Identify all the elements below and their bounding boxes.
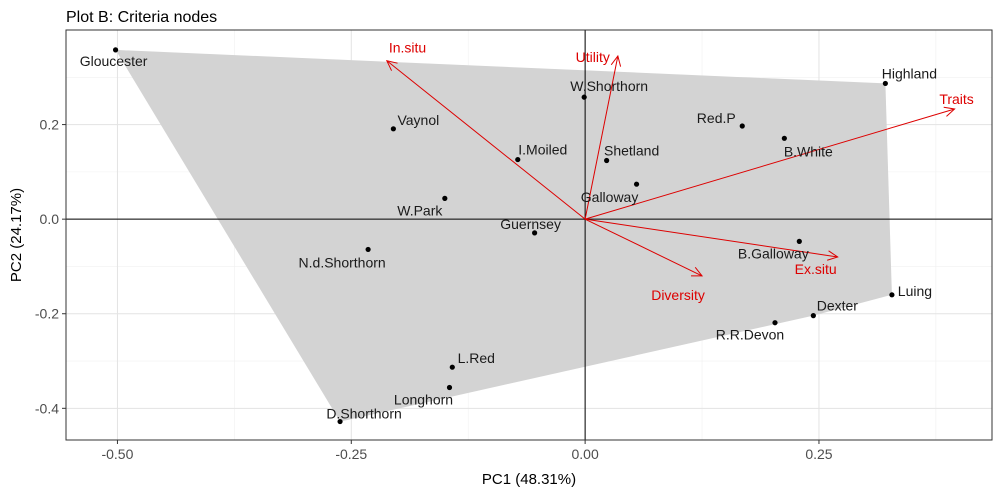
point-labels: Gloucester Vaynol I.Moiled W.Shorthorn Red.P… — [80, 53, 937, 422]
x-tick-label: -0.50 — [101, 446, 133, 462]
point-label: Shetland — [604, 143, 659, 159]
point-label: Luing — [898, 283, 932, 299]
point-red-p — [739, 123, 745, 129]
point-shetland — [604, 157, 610, 164]
y-tick-label: -0.4 — [35, 400, 59, 416]
point-label: Gloucester — [80, 53, 148, 69]
point-n-d-shorthorn — [365, 246, 371, 253]
point-b-galloway — [796, 238, 802, 244]
arrow-in-situ — [386, 60, 586, 220]
x-tick-label: 0.25 — [805, 446, 832, 462]
point-d-shorthorn — [337, 418, 343, 425]
x-tick-label: -0.25 — [335, 446, 367, 462]
arrow-head — [943, 106, 956, 117]
data-points — [112, 47, 895, 425]
arrow-utility — [584, 55, 619, 220]
point-label: Guernsey — [500, 216, 561, 232]
y-tick-label: 0.0 — [40, 211, 60, 227]
point-label: B.White — [784, 143, 833, 159]
convex-hull — [115, 49, 892, 422]
point-gloucester — [112, 47, 119, 53]
point-vaynol — [390, 126, 396, 132]
point-r-r-devon — [772, 320, 778, 326]
point-highland — [882, 80, 888, 87]
point-label: W.Park — [397, 202, 443, 218]
point-label: Galloway — [581, 189, 639, 205]
point-l-red — [449, 364, 455, 370]
y-axis-ticks: -0.4 -0.2 0.0 0.2 — [35, 117, 66, 416]
point-label: Vaynol — [397, 112, 439, 128]
point-label: D.Shorthorn — [326, 406, 401, 422]
loading-arrows — [385, 54, 956, 277]
x-tick-label: 0.00 — [571, 446, 598, 462]
arrow-head — [827, 250, 839, 261]
point-label: Red.P — [697, 110, 736, 126]
point-label: L.Red — [458, 350, 495, 366]
y-axis-title: PC2 (24.17%) — [8, 188, 25, 282]
point-label: N.d.Shorthorn — [299, 254, 386, 270]
arrow-head — [691, 266, 704, 277]
point-label: W.Shorthorn — [570, 78, 648, 94]
arrow-traits — [584, 108, 955, 220]
point-w-park — [442, 195, 448, 201]
point-label: R.R.Devon — [716, 327, 784, 343]
arrow-head — [385, 60, 398, 71]
x-axis-ticks: -0.50 -0.25 0.00 0.25 — [101, 440, 833, 462]
chart-title: Plot B: Criteria nodes — [66, 9, 217, 26]
y-tick-label: 0.2 — [40, 117, 60, 133]
arrow-diversity — [584, 218, 703, 277]
arrow-label: Traits — [939, 91, 973, 107]
point-galloway — [633, 181, 640, 187]
arrow-head — [610, 54, 622, 67]
point-label: I.Moiled — [518, 142, 567, 158]
point-label: Longhorn — [394, 392, 453, 408]
point-label: Highland — [882, 65, 937, 81]
point-luing — [889, 292, 895, 298]
arrow-label: Utility — [576, 49, 610, 65]
point-longhorn — [446, 384, 453, 391]
plot-border — [65, 29, 993, 441]
point-label: B.Galloway — [738, 245, 809, 261]
arrow-labels: In.situ Utility Traits Ex.situ Diversity — [389, 40, 974, 303]
arrow-label: In.situ — [389, 40, 426, 56]
point-dexter — [810, 313, 816, 319]
hull-polygon — [115, 49, 892, 422]
point-w-shorthorn — [581, 94, 587, 100]
arrow-label: Diversity — [651, 287, 705, 303]
point-i-moiled — [515, 156, 521, 163]
arrow-label: Ex.situ — [795, 261, 837, 277]
point-guernsey — [532, 230, 538, 236]
y-tick-label: -0.2 — [35, 306, 59, 322]
arrow-ex-situ — [585, 218, 838, 258]
point-b-white — [781, 135, 787, 141]
x-axis-title: PC1 (48.31%) — [482, 471, 576, 488]
point-label: Dexter — [817, 298, 859, 314]
